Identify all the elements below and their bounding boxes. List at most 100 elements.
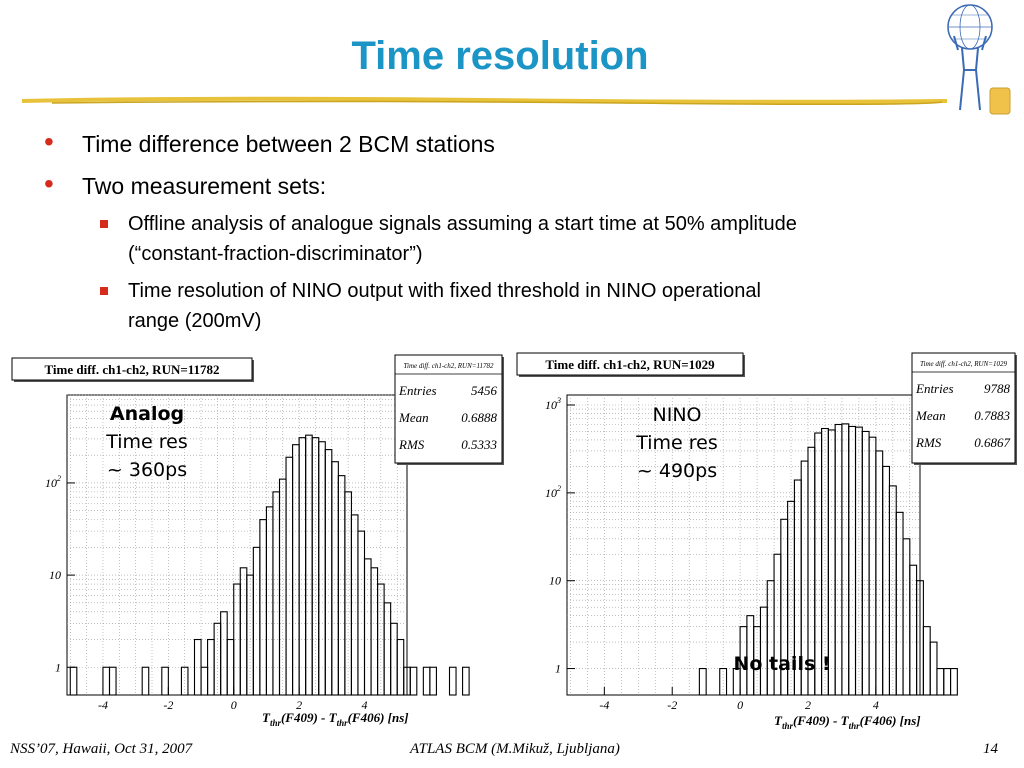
- y-tick-label: 1: [555, 662, 561, 676]
- x-axis-label: Tthr(F409) - Tthr(F406) [ns]: [262, 710, 409, 728]
- plot-frame: [66, 394, 408, 696]
- x-axis-label-subscript: thr: [270, 718, 282, 728]
- x-tick-label: 4: [362, 698, 368, 712]
- x-tick-label: 2: [296, 698, 302, 712]
- stats-box: [911, 352, 1016, 464]
- bullet-text: Time difference between 2 BCM stations: [82, 131, 495, 157]
- x-tick-label: 2: [805, 698, 811, 712]
- stats-value: 0.6888: [461, 410, 497, 425]
- histogram-bar: [462, 666, 470, 696]
- stats-box-title: Time diff. ch1-ch2, RUN=11782: [404, 362, 494, 370]
- annotation-text: Analog: [110, 403, 184, 425]
- sub-bullet-line: Time resolution of NINO output with fixe…: [128, 280, 761, 302]
- histogram-bar: [108, 666, 117, 696]
- x-axis-label-part: T: [774, 713, 783, 728]
- bullet-item: • Two measurement sets:: [44, 169, 327, 201]
- x-tick-label: -2: [667, 698, 677, 712]
- histogram-bar: [922, 626, 931, 696]
- sub-bullet-line: (“constant-fraction-discriminator”): [128, 243, 423, 265]
- histogram-bar: [180, 666, 189, 696]
- stats-box-title: Time diff. ch1-ch2, RUN=1029: [920, 360, 1007, 368]
- y-tick-exponent: 2: [57, 474, 61, 483]
- sub-bullet-line: Offline analysis of analogue signals ass…: [128, 213, 797, 235]
- histogram-bar: [929, 641, 938, 696]
- stats-label: Entries: [915, 381, 954, 396]
- x-axis-label-part: T: [262, 710, 271, 725]
- x-tick-label: -2: [163, 698, 173, 712]
- histogram-bars: [698, 423, 958, 696]
- y-tick-label: 102: [545, 484, 561, 500]
- sub-bullet-item: Time resolution of NINO output with fixe…: [100, 276, 1008, 336]
- x-axis-label-part: (F409) - T: [281, 710, 338, 725]
- footer-center: ATLAS BCM (M.Mikuž, Ljubljana): [410, 741, 620, 757]
- atlas-logo: [947, 4, 1011, 115]
- x-axis-label-subscript: thr: [782, 721, 794, 731]
- grid-lines: [67, 394, 407, 695]
- sub-bullet-square: [100, 287, 108, 295]
- bullet-dot: •: [44, 126, 54, 157]
- annotation-no-tails: No tails !: [733, 653, 830, 675]
- title-box: [516, 352, 744, 376]
- x-axis-label-part: (F406) [ns]: [348, 710, 409, 725]
- bullet-text: Two measurement sets:: [82, 173, 327, 199]
- histogram-bar: [422, 666, 431, 696]
- x-axis-label-subscript: thr: [337, 718, 349, 728]
- x-tick-label: -4: [98, 698, 108, 712]
- stats-label: Mean: [398, 410, 429, 425]
- x-tick-label: 0: [231, 698, 237, 712]
- y-tick-label: 10: [549, 574, 561, 588]
- y-tick-label: 1: [55, 660, 61, 674]
- title-underline: [22, 96, 947, 106]
- y-tick-label: 103: [545, 396, 561, 412]
- stats-label: RMS: [915, 435, 942, 450]
- x-axis-label: Tthr(F409) - Tthr(F406) [ns]: [774, 713, 921, 731]
- histogram-bar: [949, 668, 958, 696]
- title-box: [11, 357, 253, 381]
- x-tick-label: 4: [873, 698, 879, 712]
- stats-box: [394, 354, 503, 464]
- histogram-bar: [141, 666, 150, 696]
- annotation-text: ~ 360ps: [107, 459, 187, 481]
- y-tick-exponent: 3: [556, 396, 561, 405]
- footer-page-number: 14: [983, 741, 998, 757]
- sub-bullet-line: range (200mV): [128, 310, 262, 332]
- histogram-bar: [409, 666, 418, 696]
- stats-value: 0.6867: [974, 435, 1010, 450]
- histogram-bar: [429, 666, 437, 696]
- stats-label: Mean: [915, 408, 946, 423]
- annotation-text: NINO: [653, 404, 702, 426]
- histogram-bar: [943, 668, 952, 696]
- annotation-text: Time res: [105, 431, 188, 453]
- sub-bullet-item: Offline analysis of analogue signals ass…: [100, 209, 1008, 269]
- footer-left: NSS’07, Hawaii, Oct 31, 2007: [10, 741, 193, 757]
- x-axis-label-part: (F409) - T: [793, 713, 850, 728]
- bullet-dot: •: [44, 168, 54, 199]
- stats-value: 0.5333: [461, 437, 497, 452]
- histogram-bar: [719, 668, 728, 696]
- x-axis-label-subscript: thr: [849, 721, 861, 731]
- histogram-bar: [161, 666, 169, 696]
- stats-label: Entries: [398, 383, 437, 398]
- histogram-bar: [936, 668, 945, 696]
- stats-label: RMS: [398, 437, 425, 452]
- x-tick-label: 0: [737, 698, 743, 712]
- stats-value: 5456: [471, 383, 498, 398]
- sub-bullet-square: [100, 220, 108, 228]
- y-tick-label: 102: [45, 474, 61, 490]
- histogram-title: Time diff. ch1-ch2, RUN=1029: [545, 357, 715, 372]
- y-tick-label: 10: [49, 568, 61, 582]
- plot-frame: [566, 394, 921, 696]
- slide-title: Time resolution: [351, 34, 649, 78]
- annotation-text: ~ 490ps: [637, 460, 717, 482]
- annotation-text: Time res: [635, 432, 718, 454]
- histogram-bar: [698, 668, 707, 696]
- histogram-title: Time diff. ch1-ch2, RUN=11782: [44, 362, 219, 377]
- stats-value: 9788: [984, 381, 1011, 396]
- histogram-bar: [448, 666, 457, 696]
- histogram-bars: [69, 434, 470, 696]
- stats-value: 0.7883: [974, 408, 1010, 423]
- y-tick-exponent: 2: [557, 484, 561, 493]
- bullet-item: • Time difference between 2 BCM stations: [44, 127, 495, 159]
